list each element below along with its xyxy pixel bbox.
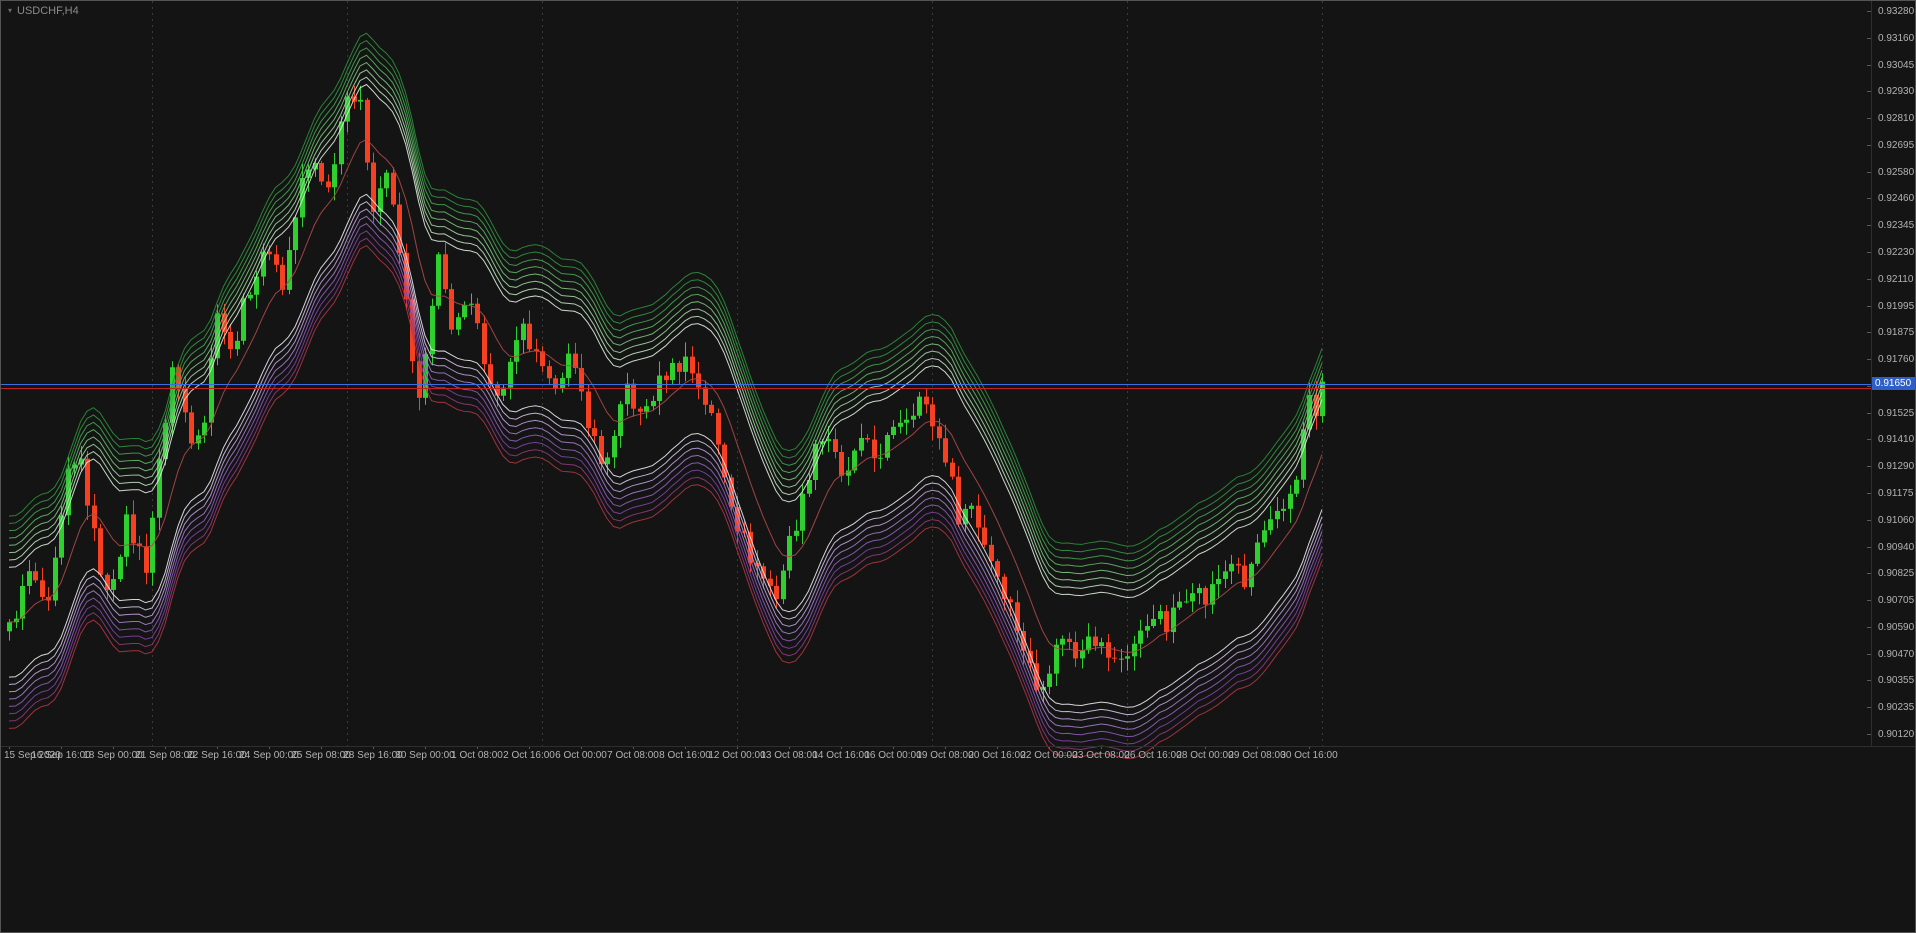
time-axis-label: 16 Sep 16:00 <box>31 750 91 761</box>
time-axis-label: 28 Oct 00:00 <box>1176 750 1234 761</box>
time-axis-divider <box>1 746 1915 747</box>
time-axis-label: 26 Oct 16:00 <box>1124 750 1182 761</box>
price-axis-label: 0.90120 <box>1878 729 1915 740</box>
price-axis-label: 0.90705 <box>1878 595 1915 607</box>
time-axis-label: 23 Oct 08:00 <box>1072 750 1130 761</box>
price-axis-divider <box>1871 1 1872 746</box>
price-axis-label: 0.93045 <box>1878 59 1915 71</box>
time-axis-label: 18 Sep 00:00 <box>83 750 143 761</box>
price-axis-label: 0.90235 <box>1878 702 1915 714</box>
symbol-label-text: USDCHF,H4 <box>17 5 79 17</box>
price-axis-label: 0.91060 <box>1878 514 1915 526</box>
price-axis-label: 0.90940 <box>1878 541 1915 553</box>
price-axis-label: 0.91525 <box>1878 407 1915 419</box>
time-axis-label: 28 Sep 16:00 <box>343 750 403 761</box>
price-axis-label: 0.92345 <box>1878 220 1915 232</box>
time-axis-label: 22 Sep 16:00 <box>187 750 247 761</box>
time-axis-label: 1 Oct 08:00 <box>451 750 503 761</box>
time-axis-label: 8 Oct 16:00 <box>659 750 711 761</box>
time-axis-label: 24 Sep 00:00 <box>239 750 299 761</box>
price-axis-label: 0.92930 <box>1878 86 1915 98</box>
price-axis-label: 0.90355 <box>1878 675 1915 687</box>
time-axis-label: 12 Oct 00:00 <box>708 750 766 761</box>
time-axis-label: 2 Oct 16:00 <box>503 750 555 761</box>
time-axis-label: 30 Sep 00:00 <box>395 750 455 761</box>
time-axis-label: 20 Oct 16:00 <box>968 750 1026 761</box>
price-axis-label: 0.91875 <box>1878 327 1915 339</box>
time-axis-label: 14 Oct 16:00 <box>812 750 870 761</box>
chart-marker-icon: ▾ <box>8 6 13 15</box>
price-axis-label: 0.92695 <box>1878 139 1915 151</box>
time-axis-label: 16 Oct 00:00 <box>864 750 922 761</box>
price-axis-label: 0.91290 <box>1878 461 1915 473</box>
price-axis-label: 0.90590 <box>1878 621 1915 633</box>
price-axis-label: 0.92580 <box>1878 166 1915 178</box>
price-axis-label: 0.92110 <box>1878 273 1914 285</box>
time-axis-label: 25 Sep 08:00 <box>291 750 351 761</box>
time-axis-label: 15 Sep 2020 <box>4 750 61 761</box>
price-axis-label: 0.91175 <box>1878 488 1914 499</box>
time-axis[interactable]: 15 Sep 2020 16 Sep 16:00 18 Sep 00:00 21 Se… <box>1 748 1873 766</box>
price-axis-label: 0.92810 <box>1878 113 1915 125</box>
price-axis-label: 0.90470 <box>1878 648 1915 660</box>
symbol-timeframe-label: ▾ USDCHF,H4 <box>8 5 79 17</box>
time-axis-label: 6 Oct 00:00 <box>555 750 607 761</box>
time-axis-label: 13 Oct 08:00 <box>760 750 818 761</box>
time-axis-label: 30 Oct 16:00 <box>1280 750 1338 761</box>
time-axis-label: 19 Oct 08:00 <box>916 750 974 761</box>
price-axis-label: 0.91760 <box>1878 354 1915 366</box>
price-axis-label: 0.91995 <box>1878 300 1915 312</box>
price-axis[interactable]: 0.93280 0.93160 0.93045 0.92930 0.92810 0.926… <box>1873 1 1915 746</box>
price-axis-label: 0.93280 <box>1878 6 1915 17</box>
bid-price-tag: 0.91650 <box>1872 376 1915 390</box>
time-axis-label: 7 Oct 08:00 <box>607 750 659 761</box>
price-axis-label: 0.92460 <box>1878 193 1915 205</box>
time-axis-label: 22 Oct 00:00 <box>1020 750 1078 761</box>
price-axis-label: 0.92230 <box>1878 247 1915 258</box>
time-axis-label: 21 Sep 08:00 <box>135 750 195 761</box>
time-axis-label: 29 Oct 08:00 <box>1228 750 1286 761</box>
price-axis-label: 0.93160 <box>1878 32 1915 44</box>
price-axis-label: 0.91410 <box>1878 434 1915 446</box>
price-axis-label: 0.90825 <box>1878 568 1915 580</box>
